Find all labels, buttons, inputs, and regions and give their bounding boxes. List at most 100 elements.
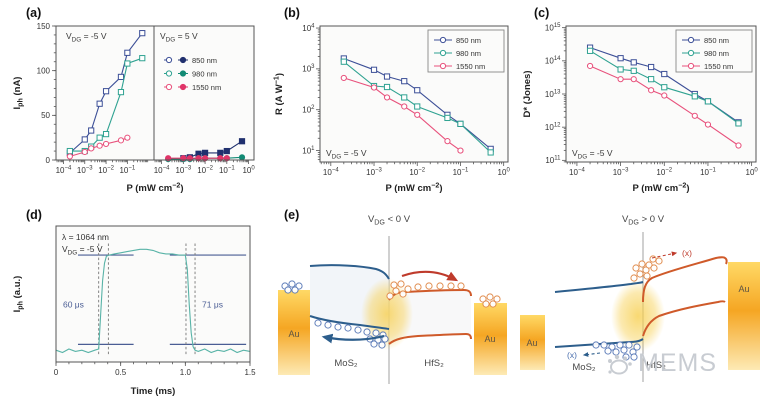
legend-label: 1550 nm [456,62,485,71]
band-diagram-positive-bias: (x) (x) Au Au MoS₂ HfS₂ VDG > 0 V [520,214,760,382]
panel-label-d: (d) [26,208,42,222]
illumination-spot [611,280,665,352]
x-tick-label: 1.5 [244,368,256,377]
watermark: MEMS [606,349,717,378]
y-tick-label: 0 [46,156,51,165]
x-tick-label: 10−1 [119,166,135,176]
panel-c-detectivity-chart: 10−4 10−3 10−2 10−1 100 1011 1012 1013 1014 1015 V… [516,4,762,204]
x-axis-label: P (mW cm−2) [632,182,689,195]
blocked-hole-dashed-arrow [582,352,601,357]
y-tick-label: 1013 [545,89,561,99]
gold-electrode-right [728,262,760,370]
fall-time-label: 71 μs [202,299,223,309]
x-tick-label: 10−3 [77,166,93,176]
y-tick-label: 50 [41,111,50,120]
y-tick-label: 101 [302,146,315,156]
plot-frame [319,25,509,163]
mos2-valence-band [309,315,390,330]
photocurrent-trace [55,248,251,354]
blocked-electron-dashed-arrow [651,251,678,259]
rise-time-label: 60 μs [63,299,84,309]
legend-label: 1550 nm [704,62,733,71]
legend-label: 850 nm [456,36,481,45]
gold-electrode-left [520,315,545,370]
y-tick-label: 150 [37,22,51,31]
annotation: VDG = -5 V [62,244,103,257]
electron-flow-arrow [401,270,459,282]
gold-electrode-right-label: Au [738,284,749,294]
time-response-chart: 0 0.5 1.0 1.5 60 μs 71 μs λ = 1064 nm VDG = -5 … [12,225,256,397]
x-tick-label: 0.5 [115,368,127,377]
y-tick-label: 1011 [545,156,561,166]
bias-condition-label: VDG = -5 V [66,31,107,44]
gold-electrode-left-label: Au [288,329,299,339]
y-tick-label: 103 [302,64,315,74]
x-tick-label: 10−3 [175,166,191,176]
y-tick-label: 1015 [545,23,561,32]
gear-icon [608,354,632,374]
mos2-conduction-band [554,281,644,293]
legend-label: 850 nm [192,56,217,65]
plot-area [154,26,254,160]
x-tick-label: 1.0 [180,368,192,377]
band-diagram-negative-bias: Au Au MoS₂ HfS₂ VDG < 0 V [278,214,507,384]
x-tick-label: 10−1 [219,166,235,176]
bias-condition-label: VDG = 5 V [160,31,198,44]
y-tick-label: 1014 [545,56,561,66]
x-tick-label: 0 [54,368,59,377]
panel-label-a: (a) [26,6,42,20]
photocurrent-vs-power-chart: 10−4 10−3 10−2 10−1 0 50 100 150 VDG = -5 V 10−4 1… [12,22,255,195]
detectivity-vs-power-chart: 10−4 10−3 10−2 10−1 100 1011 1012 1013 1014 1015 V… [522,23,758,195]
x-tick-label: 10−2 [656,168,672,178]
plot-frame [565,25,757,163]
hole-flow-arrow [321,333,385,344]
y-axis-label: D* (Jones) [522,71,533,118]
series-markers-1550nm [340,74,464,154]
legend-label: 980 nm [456,49,481,58]
x-tick-label: 10−3 [613,168,629,178]
watermark-text: MEMS [638,349,717,377]
mos2-label: MoS₂ [572,362,596,373]
axis-ticks [55,362,251,366]
y-tick-label: 104 [302,23,315,32]
bias-title-negative: VDG < 0 V [368,214,411,227]
panel-a-photocurrent-chart: 10−4 10−3 10−2 10−1 0 50 100 150 VDG = -5 V 10−4 1… [6,4,262,204]
y-tick-label: 100 [37,66,51,75]
annotation: λ = 1064 nm [62,232,109,242]
plot-frame [153,25,255,161]
x-tick-label: 10−4 [56,166,72,176]
gold-electrode-left [278,290,310,375]
blocked-top-label: (x) [682,248,692,258]
plot-area [56,226,250,362]
y-axis-label: R (A W−1) [273,73,286,115]
axis-ticks [52,25,149,164]
gold-electrode-right [474,303,507,375]
y-axis-label: Iph (nA) [12,77,25,110]
x-tick-label: 10−2 [98,166,114,176]
y-tick-label: 102 [302,105,315,115]
x-tick-label: 100 [498,168,511,178]
gold-electrode-left-label: Au [526,338,537,348]
legend-label: 1550 nm [192,83,221,92]
legend-label: 850 nm [704,36,729,45]
panel-label-c: (c) [534,6,550,20]
x-tick-label: 10−3 [366,168,382,178]
x-tick-label: 10−4 [569,168,585,178]
x-tick-label: 10−1 [453,168,469,178]
x-tick-label: 10−2 [409,168,425,178]
hfs2-label: HfS₂ [646,360,666,371]
x-tick-label: 10−4 [323,168,339,178]
hfs2-conduction-band [642,256,728,303]
x-axis-label: P (mW cm−2) [126,182,183,195]
hfs2-valence-band [388,332,472,345]
x-tick-label: 100 [242,166,255,176]
series-markers-1550nm [586,62,742,149]
mos2-label: MoS₂ [334,358,358,369]
gold-electrode-right-label: Au [484,334,495,344]
hfs2-valence-band [642,300,726,337]
bias-condition-label: VDG = -5 V [326,148,367,161]
blocked-bottom-label: (x) [567,350,577,360]
series-markers-980nm [586,47,742,127]
x-tick-label: 10−4 [154,166,170,176]
